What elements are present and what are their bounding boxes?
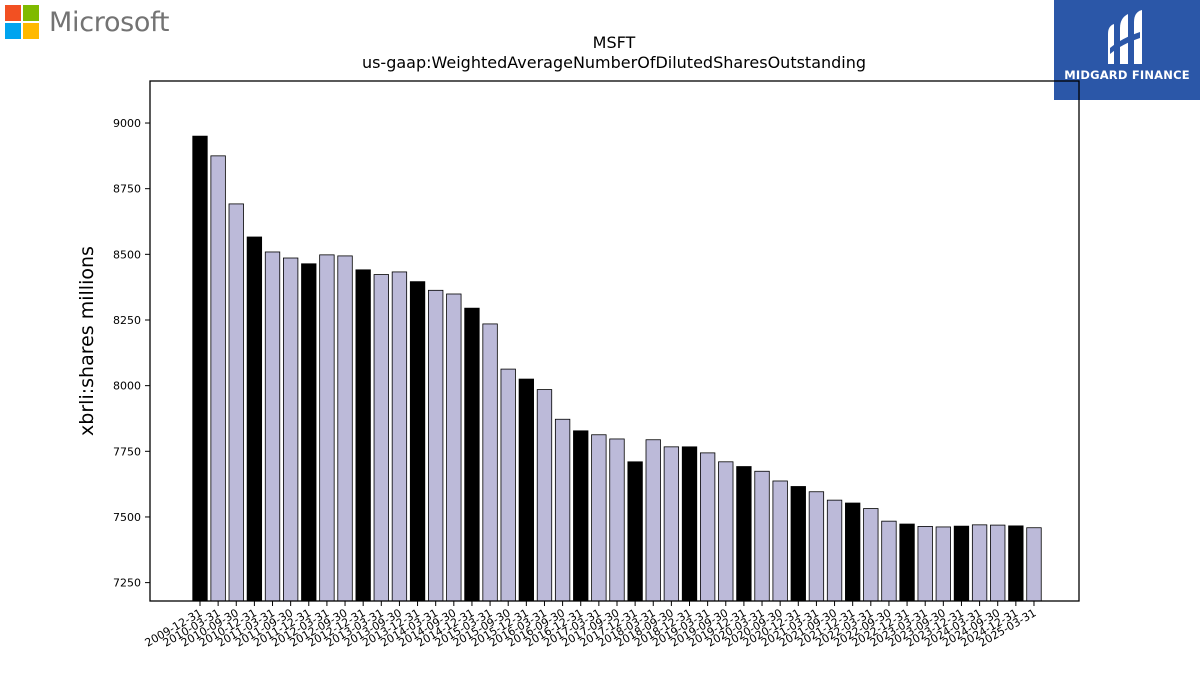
bar-2016-09-30: [554, 418, 571, 602]
bar-2011-09-30: [282, 257, 299, 602]
bar-2016-03-31: [536, 389, 553, 602]
bar-2011-03-31: [264, 251, 281, 602]
bar-2009-12-31: [192, 135, 208, 602]
bar-2020-09-30: [772, 480, 788, 602]
bar-2024-03-31: [971, 524, 988, 602]
bar-2021-09-30: [826, 499, 843, 602]
midgard-mark-icon: [1108, 10, 1142, 64]
logo-square-yellow: [23, 23, 39, 39]
bar-2021-03-31: [808, 491, 825, 602]
bar-2014-12-31: [464, 307, 480, 602]
bar-2025-03-31: [1026, 527, 1042, 602]
y-tick-label: 7500: [113, 511, 141, 524]
bar-2017-09-30: [609, 438, 625, 602]
bar-2018-09-30: [663, 446, 680, 602]
bar-2012-12-31: [355, 269, 371, 602]
y-tick-label: 8250: [113, 314, 141, 327]
bar-2018-03-31: [645, 439, 661, 602]
bar-2010-12-31: [246, 236, 263, 602]
plot-frame: [149, 80, 1080, 602]
bar-2018-12-31: [681, 446, 698, 602]
bar-2015-12-31: [518, 378, 534, 602]
bar-2024-12-31: [1008, 525, 1024, 602]
bar-2014-09-30: [446, 293, 462, 602]
bar-2016-12-31: [573, 430, 589, 602]
logo-square-red: [5, 5, 21, 21]
bar-series: [192, 135, 1042, 602]
bar-2023-03-31: [917, 526, 933, 602]
bar-2020-03-31: [754, 470, 770, 602]
y-axis-label: xbrli:shares millions: [76, 246, 98, 436]
bar-2017-03-31: [591, 434, 607, 602]
bar-2010-03-31: [210, 155, 226, 602]
bar-2022-03-31: [863, 508, 879, 602]
bar-2013-12-31: [409, 281, 426, 602]
bar-2015-03-31: [482, 323, 498, 602]
chart-subtitle: us-gaap:WeightedAverageNumberOfDilutedSh…: [362, 53, 866, 72]
midgard-finance-label: MIDGARD FINANCE: [1064, 68, 1190, 82]
y-axis: 7250 7500 7750 8000 8250 8500 8750 9000: [113, 117, 150, 590]
x-axis: 2009-12-312010-03-312010-09-302010-12-31…: [143, 601, 1038, 650]
logo-square-green: [23, 5, 39, 21]
y-tick-label: 8500: [113, 248, 141, 261]
y-tick-label: 7250: [113, 577, 141, 590]
bar-2023-09-30: [935, 526, 951, 602]
y-tick-label: 8000: [113, 380, 141, 393]
midgard-finance-badge: MIDGARD FINANCE: [1054, 0, 1200, 100]
bar-2021-12-31: [845, 502, 861, 602]
bar-2019-03-31: [699, 452, 716, 602]
y-tick-label: 7750: [113, 445, 141, 458]
bar-2011-12-31: [301, 263, 317, 602]
bar-2010-09-30: [228, 203, 244, 602]
bar-2012-09-30: [337, 255, 353, 602]
bar-2024-09-30: [990, 524, 1006, 602]
bar-2017-12-31: [627, 461, 643, 602]
logo-square-blue: [5, 23, 21, 39]
bar-2014-03-31: [428, 289, 444, 602]
microsoft-squares-icon: [5, 5, 39, 39]
chart-title: MSFT: [593, 33, 636, 52]
microsoft-wordmark: Microsoft: [49, 6, 170, 38]
microsoft-logo: Microsoft: [5, 5, 169, 39]
y-tick-label: 9000: [113, 117, 141, 130]
bar-2012-03-31: [319, 254, 335, 602]
bar-2013-03-31: [373, 274, 389, 602]
bar-2022-12-31: [899, 523, 915, 602]
bar-2015-09-30: [500, 368, 516, 602]
bar-2019-12-31: [736, 466, 752, 602]
bar-2023-12-31: [953, 525, 970, 602]
bar-2013-09-30: [391, 271, 408, 602]
bar-2022-09-30: [881, 520, 897, 602]
y-tick-label: 8750: [113, 183, 141, 196]
bar-2020-12-31: [790, 486, 806, 602]
bar-2019-09-30: [718, 461, 734, 602]
